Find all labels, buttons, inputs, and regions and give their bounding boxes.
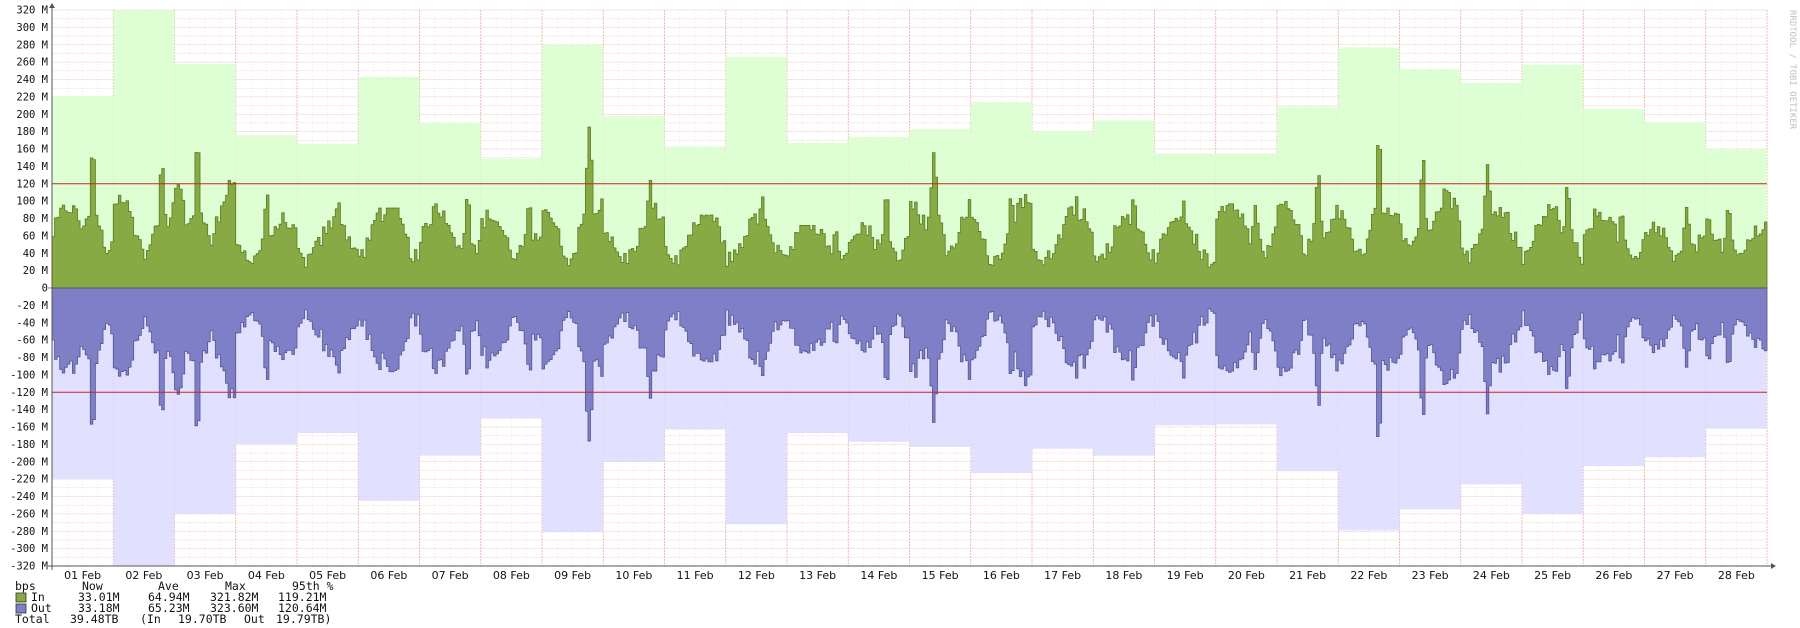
x-tick-label: 10 Feb xyxy=(615,569,652,582)
y-tick-label: -220 M xyxy=(10,474,48,486)
x-tick-label: 09 Feb xyxy=(554,569,591,582)
legend-total-out: 19.79TB) xyxy=(276,612,331,626)
legend-total-out-label: Out xyxy=(244,612,265,626)
out-traffic-area xyxy=(51,287,1768,442)
y-tick-label: 240 M xyxy=(16,74,48,86)
y-tick-label: -100 M xyxy=(10,369,48,381)
x-tick-label: 08 Feb xyxy=(493,569,530,582)
y-tick-label: 20 M xyxy=(23,265,48,277)
legend-total-in: 19.70TB xyxy=(178,612,227,626)
x-tick-label: 04 Feb xyxy=(248,569,285,582)
y-axis-arrow xyxy=(49,3,55,8)
y-tick-label: 80 M xyxy=(23,213,48,225)
y-tick-label: -280 M xyxy=(10,526,48,538)
y-tick-label: -260 M xyxy=(10,508,48,520)
legend-out-ave: 65.23M xyxy=(148,601,190,615)
x-tick-label: 18 Feb xyxy=(1105,569,1142,582)
x-tick-label: 22 Feb xyxy=(1350,569,1387,582)
legend-in-max: 321.82M xyxy=(210,590,259,604)
legend-unit: bps xyxy=(15,579,36,593)
legend-swatch-in xyxy=(15,592,27,603)
x-tick-label: 14 Feb xyxy=(860,569,897,582)
legend-col-max: Max xyxy=(225,579,246,593)
x-tick-label: 24 Feb xyxy=(1473,569,1510,582)
y-tick-label: 0 xyxy=(42,283,48,295)
y-tick-label: 40 M xyxy=(23,248,48,260)
legend: bps Now Ave Max 95th % In 33.01M 64.94M … xyxy=(15,579,334,626)
legend-out-now: 33.18M xyxy=(78,601,120,615)
y-tick-label: 280 M xyxy=(16,39,48,51)
y-tick-labels: 320 M 300 M 280 M 260 M 240 M 220 M 200 M 180 M… xyxy=(10,5,48,573)
legend-total-value: 39.48TB xyxy=(70,612,119,626)
legend-col-now: Now xyxy=(82,579,103,593)
y-tick-label: 300 M xyxy=(16,22,48,34)
x-tick-labels: 01 Feb 02 Feb 03 Feb 04 Feb 05 Feb 06 Feb 07 F… xyxy=(64,569,1755,582)
x-tick-label: 07 Feb xyxy=(432,569,469,582)
legend-swatch-out xyxy=(15,603,27,614)
legend-in-name: In xyxy=(31,590,45,604)
in-traffic-area xyxy=(51,126,1768,289)
x-tick-label: 20 Feb xyxy=(1228,569,1265,582)
y-tick-label: 260 M xyxy=(16,57,48,69)
y-tick-label: -40 M xyxy=(16,317,48,329)
y-tick-label: -300 M xyxy=(10,543,48,555)
y-tick-label: -120 M xyxy=(10,387,48,399)
y-tick-label: -60 M xyxy=(16,335,48,347)
x-tick-label: 12 Feb xyxy=(738,569,775,582)
y-tick-label: 120 M xyxy=(16,178,48,190)
legend-in-p95: 119.21M xyxy=(278,590,327,604)
x-tick-label: 28 Feb xyxy=(1718,569,1755,582)
x-tick-label: 05 Feb xyxy=(309,569,346,582)
x-tick-label: 27 Feb xyxy=(1657,569,1694,582)
chart-areas xyxy=(51,10,1768,566)
x-tick-label: 17 Feb xyxy=(1044,569,1081,582)
y-tick-label: 180 M xyxy=(16,126,48,138)
x-tick-label: 23 Feb xyxy=(1412,569,1449,582)
y-tick-label: -160 M xyxy=(10,422,48,434)
x-tick-label: 06 Feb xyxy=(370,569,407,582)
x-tick-label: 02 Feb xyxy=(125,569,162,582)
y-tick-label: -200 M xyxy=(10,456,48,468)
y-tick-label: -20 M xyxy=(16,300,48,312)
y-tick-label: 220 M xyxy=(16,91,48,103)
x-tick-label: 26 Feb xyxy=(1595,569,1632,582)
legend-col-p95: 95th % xyxy=(292,579,334,593)
legend-total-label: Total xyxy=(15,612,50,626)
watermark: RRDTOOL / TOBI OETIKER xyxy=(1787,10,1797,130)
y-tick-label: -80 M xyxy=(16,352,48,364)
y-tick-label: 140 M xyxy=(16,161,48,173)
y-tick-label: -140 M xyxy=(10,404,48,416)
legend-total-in-label: (In xyxy=(140,612,161,626)
y-tick-label: 320 M xyxy=(16,5,48,17)
x-tick-label: 25 Feb xyxy=(1534,569,1571,582)
x-tick-label: 19 Feb xyxy=(1167,569,1204,582)
x-tick-label: 21 Feb xyxy=(1289,569,1326,582)
legend-in-ave: 64.94M xyxy=(148,590,190,604)
percentile-lines xyxy=(52,183,1767,393)
x-tick-label: 11 Feb xyxy=(677,569,714,582)
x-tick-label: 13 Feb xyxy=(799,569,836,582)
y-tick-label: 160 M xyxy=(16,144,48,156)
legend-in-now: 33.01M xyxy=(78,590,120,604)
y-tick-label: -180 M xyxy=(10,439,48,451)
x-axis-arrow xyxy=(1771,563,1776,569)
legend-out-p95: 120.64M xyxy=(278,601,327,615)
x-tick-label: 16 Feb xyxy=(983,569,1020,582)
y-tick-label: 200 M xyxy=(16,109,48,121)
legend-col-ave: Ave xyxy=(158,579,179,593)
x-tick-label: 15 Feb xyxy=(922,569,959,582)
x-tick-label: 01 Feb xyxy=(64,569,101,582)
y-tick-label: -240 M xyxy=(10,491,48,503)
y-tick-label: 60 M xyxy=(23,230,48,242)
legend-out-name: Out xyxy=(31,601,52,615)
chart-axes xyxy=(48,3,1776,570)
y-tick-label: -320 M xyxy=(10,561,48,573)
y-tick-label: 100 M xyxy=(16,196,48,208)
x-tick-label: 03 Feb xyxy=(187,569,224,582)
legend-out-max: 323.60M xyxy=(210,601,259,615)
